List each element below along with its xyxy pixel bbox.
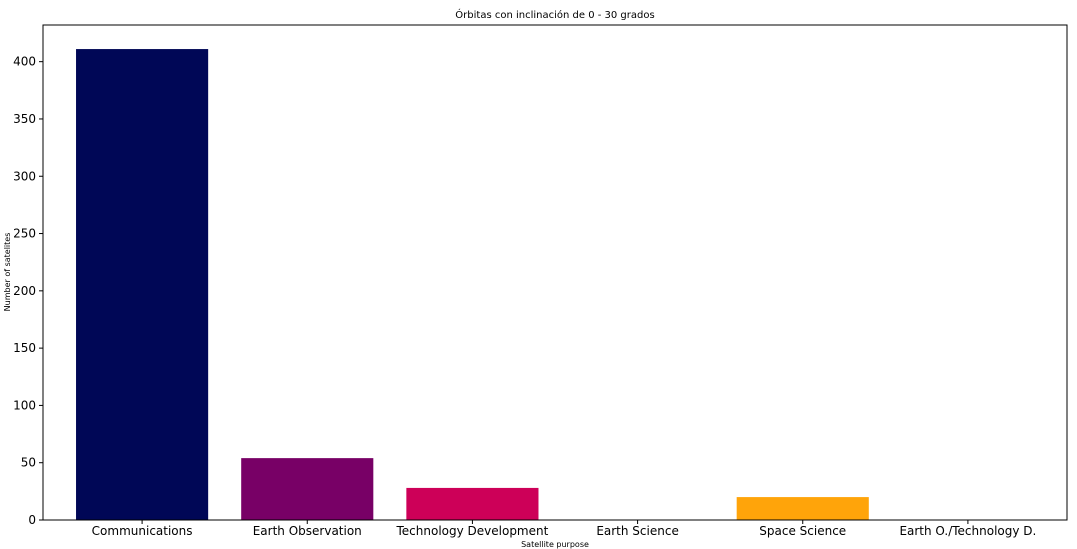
y-tick-label: 400 [13, 55, 36, 69]
y-tick-label: 100 [13, 398, 36, 412]
x-tick-label: Technology Development [396, 524, 549, 538]
y-tick-label: 0 [28, 513, 36, 527]
y-tick-label: 150 [13, 341, 36, 355]
x-tick-label: Space Science [759, 524, 846, 538]
bar-space-science [736, 497, 869, 520]
x-axis-label: Satellite purpose [521, 540, 589, 549]
bar-communications [76, 49, 209, 520]
plot-frame [42, 24, 1068, 521]
x-tick-label: Communications [92, 524, 193, 538]
y-axis-label: Number of satelites [3, 233, 12, 312]
y-tick-label: 300 [13, 169, 36, 183]
bars-group [76, 49, 869, 520]
x-tick-label: Earth O./Technology D. [899, 524, 1036, 538]
bar-technology-development [406, 487, 539, 520]
chart-title: Órbitas con inclinación de 0 - 30 grados [455, 8, 654, 21]
y-tick-label: 200 [13, 284, 36, 298]
x-tick-label: Earth Observation [253, 524, 362, 538]
y-tick-label: 50 [21, 456, 36, 470]
x-axis-ticks: Communications Earth Observation Technolog… [92, 520, 1036, 538]
y-axis-ticks: 0 50 100 150 200 250 300 350 400 [13, 55, 43, 527]
x-tick-label: Earth Science [596, 524, 679, 538]
y-tick-label: 350 [13, 112, 36, 126]
bar-earth-observation [241, 458, 374, 520]
y-tick-label: 250 [13, 227, 36, 241]
